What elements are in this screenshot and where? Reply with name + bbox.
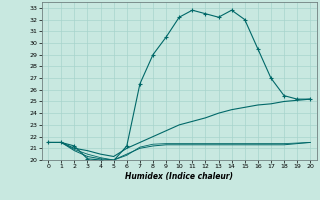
X-axis label: Humidex (Indice chaleur): Humidex (Indice chaleur)	[125, 172, 233, 181]
